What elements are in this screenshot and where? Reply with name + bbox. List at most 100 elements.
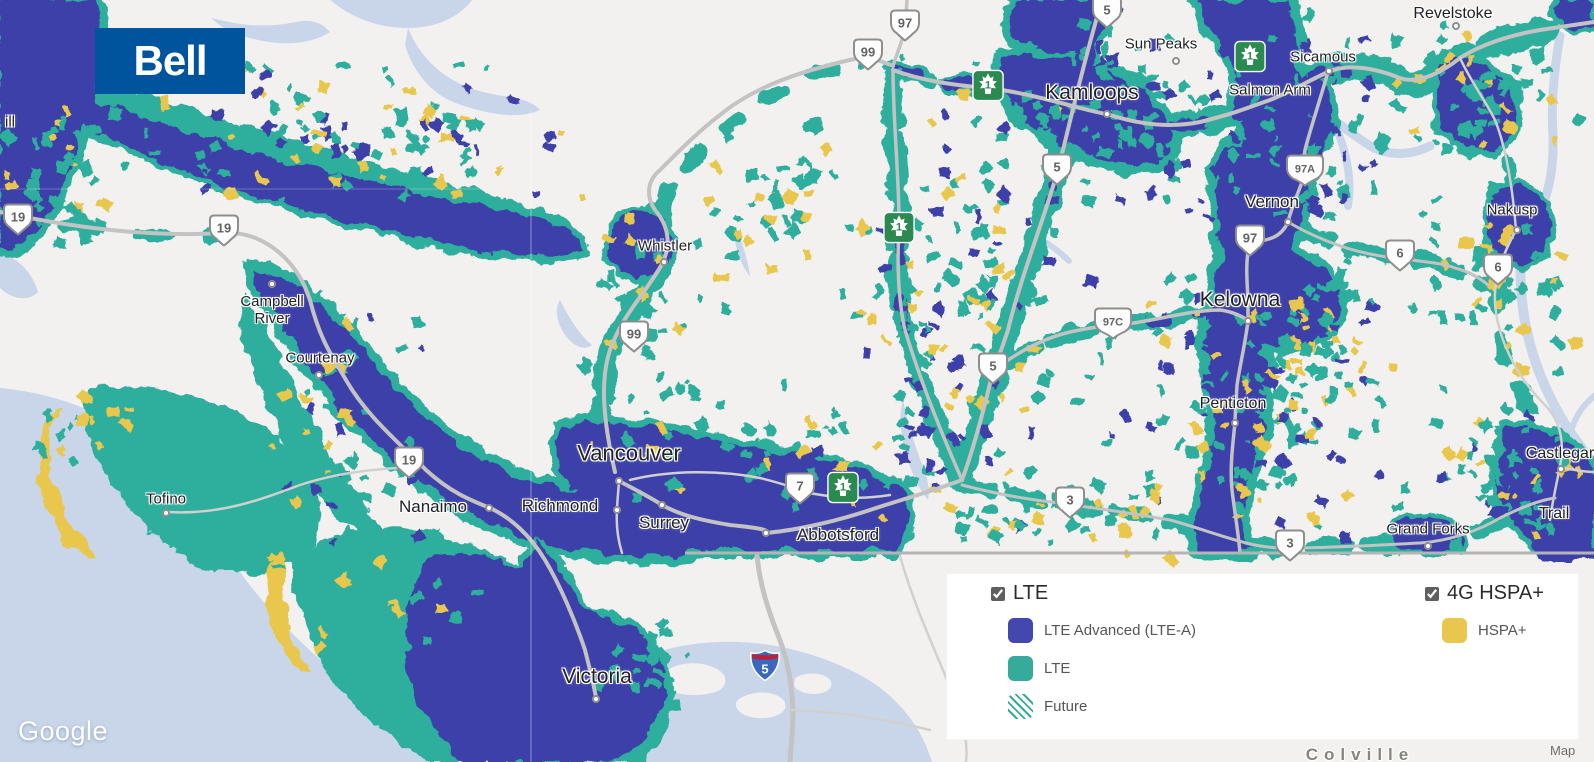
svg-text:97A: 97A	[1295, 164, 1315, 176]
svg-text:6: 6	[1396, 246, 1403, 261]
city-dot-courtenay	[315, 371, 323, 379]
bc-highway-shield-3: 3	[1055, 486, 1085, 524]
city-dot-campbell-river	[268, 280, 276, 288]
bc-highway-shield-5: 5	[1042, 153, 1072, 191]
google-logo[interactable]: Google	[18, 716, 109, 746]
svg-text:5: 5	[761, 662, 768, 677]
legend-group-hspa: 4G HSPA+ HSPA+	[1425, 582, 1544, 643]
city-dot-abbotsford	[762, 529, 770, 537]
svg-text:97: 97	[898, 16, 912, 31]
interstate-shield-5: 5	[750, 649, 780, 687]
city-label-whistler: Whistler	[637, 237, 693, 255]
legend-panel: LTE LTE Advanced (LTE-A) LTE Future 4G H…	[946, 573, 1579, 740]
city-dot-nakusp	[1513, 226, 1521, 234]
svg-text:19: 19	[217, 221, 231, 236]
svg-text:3: 3	[1066, 493, 1073, 508]
legend-item-future: Future	[1008, 694, 1196, 719]
city-dot-penticton	[1231, 419, 1239, 427]
city-label-kamloops: Kamloops	[1045, 80, 1139, 104]
svg-text:19: 19	[11, 210, 25, 225]
trans-canada-highway-shield-1: 1	[1234, 40, 1266, 78]
svg-text:1: 1	[896, 221, 902, 233]
city-dot-sicamous	[1325, 67, 1333, 75]
city-label-penticton: Penticton	[1199, 394, 1267, 412]
svg-text:3: 3	[1286, 536, 1293, 551]
city-label-grand-forks: Grand Forks	[1386, 520, 1470, 538]
bc-highway-shield-6: 6	[1385, 239, 1415, 277]
city-dot-castlegar	[1557, 465, 1565, 473]
lte-advanced-label: LTE Advanced (LTE-A)	[1044, 622, 1197, 639]
bc-highway-shield-5: 5	[1092, 0, 1122, 34]
svg-text:99: 99	[627, 327, 641, 342]
lte-toggle-row: LTE	[991, 582, 1196, 605]
city-label-nanaimo: Nanaimo	[398, 497, 468, 517]
legend-item-lte-advanced: LTE Advanced (LTE-A)	[1008, 618, 1196, 643]
bc-highway-shield-19: 19	[394, 446, 424, 484]
map-label-fragment-colville: Colville	[1305, 745, 1415, 762]
city-label-victoria: Victoria	[562, 664, 632, 688]
bc-highway-shield-97a: 97A	[1286, 154, 1324, 192]
bc-highway-shield-97: 97	[890, 9, 920, 47]
city-label-abbotsford: Abbotsford	[796, 525, 880, 545]
city-label-sun-peaks: Sun Peaks	[1124, 35, 1198, 53]
svg-text:5: 5	[989, 359, 996, 374]
city-label-vancouver: Vancouver	[577, 440, 681, 466]
bell-logo: Bell	[95, 28, 245, 94]
city-dot-vernon	[1284, 218, 1292, 226]
svg-text:5: 5	[1103, 3, 1110, 18]
lte-checkbox[interactable]	[991, 586, 1005, 601]
city-label-trail: Trail	[1538, 504, 1570, 522]
svg-text:1: 1	[840, 481, 846, 493]
map-attribution-fragment: Map	[1550, 743, 1576, 758]
bc-highway-shield-6: 6	[1483, 253, 1513, 291]
legend-item-hspa: HSPA+	[1442, 618, 1544, 643]
city-label-richmond: Richmond	[521, 496, 599, 516]
legend-group-lte: LTE LTE Advanced (LTE-A) LTE Future	[991, 582, 1196, 719]
bc-highway-shield-97: 97	[1235, 224, 1265, 262]
city-label-salmon-arm: Salmon Arm	[1229, 81, 1311, 99]
svg-text:5: 5	[1053, 160, 1060, 175]
city-dot-richmond	[613, 506, 621, 514]
lte-group-label: LTE	[1013, 582, 1049, 604]
city-label-vernon: Vernon	[1245, 192, 1299, 212]
city-dot-kelowna	[1244, 317, 1252, 325]
bc-highway-shield-7: 7	[785, 472, 815, 510]
svg-text:6: 6	[1494, 260, 1501, 275]
city-label-surrey: Surrey	[638, 513, 690, 533]
bc-highway-shield-99: 99	[619, 320, 649, 358]
hspa-label: HSPA+	[1478, 622, 1527, 639]
svg-text:7: 7	[796, 479, 803, 494]
bell-logo-text: Bell	[133, 37, 207, 84]
city-dot-tofino	[162, 509, 170, 517]
city-label-campbell-river: Campbell River	[240, 292, 304, 327]
city-dot-surrey	[658, 501, 666, 509]
svg-text:97C: 97C	[1103, 317, 1123, 329]
lte-label: LTE	[1044, 660, 1071, 677]
city-dot-grand-forks	[1424, 542, 1432, 550]
trans-canada-highway-shield-1: 1	[883, 211, 915, 249]
city-label-castlegar: Castlegar	[1525, 444, 1594, 462]
city-dot-whistler	[660, 258, 668, 266]
bc-highway-shield-97c: 97C	[1094, 307, 1132, 345]
city-label-nakusp: Nakusp	[1486, 201, 1538, 219]
bc-highway-shield-99: 99	[853, 38, 883, 76]
city-label-kelowna: Kelowna	[1199, 287, 1281, 311]
lte-advanced-swatch	[1008, 618, 1033, 643]
legend-item-lte: LTE	[1008, 656, 1196, 681]
trans-canada-highway-shield-1: 1	[827, 471, 859, 509]
future-label: Future	[1044, 698, 1088, 715]
city-dot-nanaimo	[485, 504, 493, 512]
svg-text:99: 99	[861, 45, 875, 60]
svg-text:1: 1	[985, 79, 991, 91]
bc-highway-shield-5: 5	[978, 352, 1008, 390]
hspa-toggle-row: 4G HSPA+	[1425, 582, 1544, 605]
future-swatch	[1008, 694, 1033, 719]
city-label-sicamous: Sicamous	[1290, 48, 1356, 66]
4g-hspa-checkbox[interactable]	[1425, 586, 1439, 601]
bc-highway-shield-19: 19	[209, 214, 239, 252]
city-dot-victoria	[592, 695, 600, 703]
hspa-swatch	[1442, 618, 1467, 643]
